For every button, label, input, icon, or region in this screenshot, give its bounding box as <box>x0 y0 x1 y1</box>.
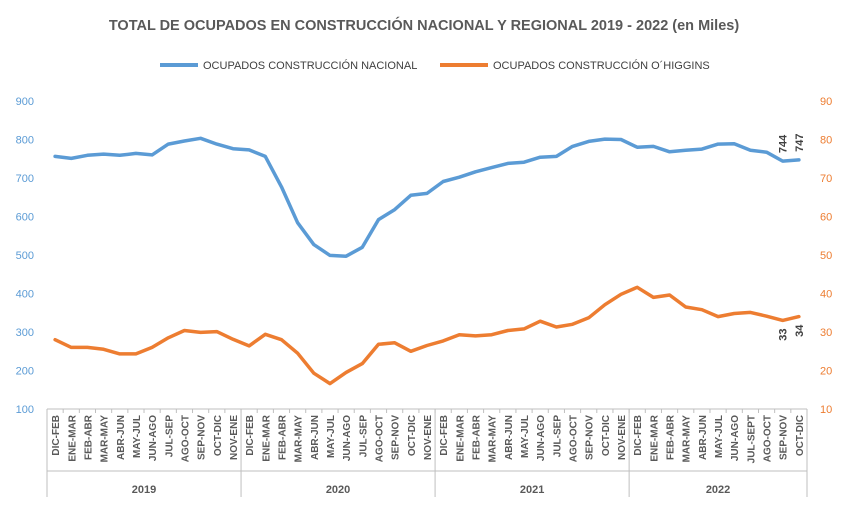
y-right-tick-label: 40 <box>820 289 832 301</box>
x-tick-label: SEP-NOV <box>197 415 208 460</box>
y-right-tick-label: 50 <box>820 250 832 262</box>
y-right-tick-label: 30 <box>820 327 832 339</box>
legend-label-nacional: OCUPADOS CONSTRUCCIÓN NACIONAL <box>203 59 417 72</box>
x-tick-label: FEB-ABR <box>83 414 94 460</box>
legend: OCUPADOS CONSTRUCCIÓN NACIONAL OCUPADOS … <box>160 59 710 72</box>
group-label: 2021 <box>520 484 544 496</box>
y-left-tick-label: 700 <box>16 173 34 185</box>
axes: 100 200 300 400 500 600 700 800 900 10 20 30 40 50 60 7… <box>16 96 832 497</box>
x-tick-label: FEB-ABR <box>472 414 483 460</box>
x-tick-label: JUL-SEP <box>358 415 369 458</box>
data-labels: 744 747 33 34 <box>778 134 806 341</box>
x-tick-label: FEB-ABR <box>666 414 677 460</box>
x-tick-label: MAR-MAY <box>294 415 305 463</box>
x-tick-label: JUL-SEP <box>164 415 175 458</box>
group-label: 2022 <box>706 484 730 496</box>
x-tick-label: JUL-SEP <box>552 415 563 458</box>
y-left-tick-label: 300 <box>16 327 34 339</box>
y-right-tick-label: 70 <box>820 173 832 185</box>
x-tick-label: OCT-DIC <box>213 415 224 456</box>
x-tick-label: DIC-FEB <box>633 415 644 456</box>
y-right-tick-label: 60 <box>820 212 832 224</box>
x-tick-label: AGO-OCT <box>569 415 580 462</box>
series-line-ohiggins <box>53 285 801 386</box>
x-tick-label: DIC-FEB <box>51 415 62 456</box>
group-label: 2020 <box>326 484 350 496</box>
x-tick-label: SEP-NOV <box>391 415 402 460</box>
data-label-nacional: 747 <box>794 134 806 152</box>
y-left-tick-label: 200 <box>16 366 34 378</box>
group-label: 2019 <box>132 484 156 496</box>
y-left-tick-label: 100 <box>16 404 34 416</box>
chart-title: TOTAL DE OCUPADOS EN CONSTRUCCIÓN NACION… <box>109 16 740 34</box>
y-right-tick-label: 10 <box>820 404 832 416</box>
x-tick-label: ABR-JUN <box>698 415 709 460</box>
x-tick-label: ENE-MAR <box>455 414 466 461</box>
y-left-tick-label: 400 <box>16 289 34 301</box>
data-label-nacional: 744 <box>778 134 790 153</box>
x-tick-label: MAR-MAY <box>682 415 693 463</box>
x-tick-label: MAY-JUL <box>326 415 337 458</box>
data-label-ohiggins: 34 <box>794 324 806 337</box>
y-right-tick-label: 20 <box>820 366 832 378</box>
x-tick-label: OCT-DIC <box>407 415 418 456</box>
x-tick-label: AGO-OCT <box>763 415 774 462</box>
x-tick-label: SEP-NOV <box>585 415 596 460</box>
x-tick-label: MAR-MAY <box>488 415 499 463</box>
series-lines <box>53 136 801 386</box>
x-tick-label: NOV-ENE <box>423 415 434 460</box>
y-right-tick-label: 80 <box>820 135 832 147</box>
x-tick-label: MAY-JUL <box>132 415 143 458</box>
x-tick-label: ABR-JUN <box>310 415 321 460</box>
x-tick-label: ABR-JUN <box>116 415 127 460</box>
x-tick-label: OCT-DIC <box>795 415 806 456</box>
x-tick-label: JUN-AGO <box>342 415 353 461</box>
x-tick-label: MAY-JUL <box>714 415 725 458</box>
x-tick-label: MAR-MAY <box>100 415 111 463</box>
x-tick-label: JUN-AGO <box>730 415 741 461</box>
x-tick-label: ABR-JUN <box>504 415 515 460</box>
x-tick-label: JUL-SEPT <box>746 415 757 463</box>
x-tick-label: MAY-JUL <box>520 415 531 458</box>
x-tick-label: OCT-DIC <box>601 415 612 456</box>
y-left-tick-label: 900 <box>16 96 34 108</box>
y-right-tick-label: 90 <box>820 96 832 108</box>
x-tick-label: FEB-ABR <box>277 414 288 460</box>
x-tick-label: ENE-MAR <box>261 414 272 461</box>
x-tick-label: NOV-ENE <box>617 415 628 460</box>
x-tick-label: JUN-AGO <box>148 415 159 461</box>
y-left-tick-label: 500 <box>16 250 34 262</box>
x-tick-label: DIC-FEB <box>439 415 450 456</box>
x-tick-label: ENE-MAR <box>649 414 660 461</box>
data-label-ohiggins: 33 <box>778 328 790 340</box>
x-tick-label: AGO-OCT <box>180 415 191 462</box>
series-line-nacional <box>53 136 801 258</box>
x-tick-label: AGO-OCT <box>374 415 385 462</box>
legend-label-ohiggins: OCUPADOS CONSTRUCCIÓN O´HIGGINS <box>493 59 710 72</box>
y-left-tick-label: 800 <box>16 135 34 147</box>
x-tick-label: NOV-ENE <box>229 415 240 460</box>
y-left-tick-label: 600 <box>16 212 34 224</box>
x-tick-label: ENE-MAR <box>67 414 78 461</box>
x-tick-label: DIC-FEB <box>245 415 256 456</box>
x-tick-label: JUN-AGO <box>536 415 547 461</box>
x-tick-label: SEP-NOV <box>779 415 790 460</box>
